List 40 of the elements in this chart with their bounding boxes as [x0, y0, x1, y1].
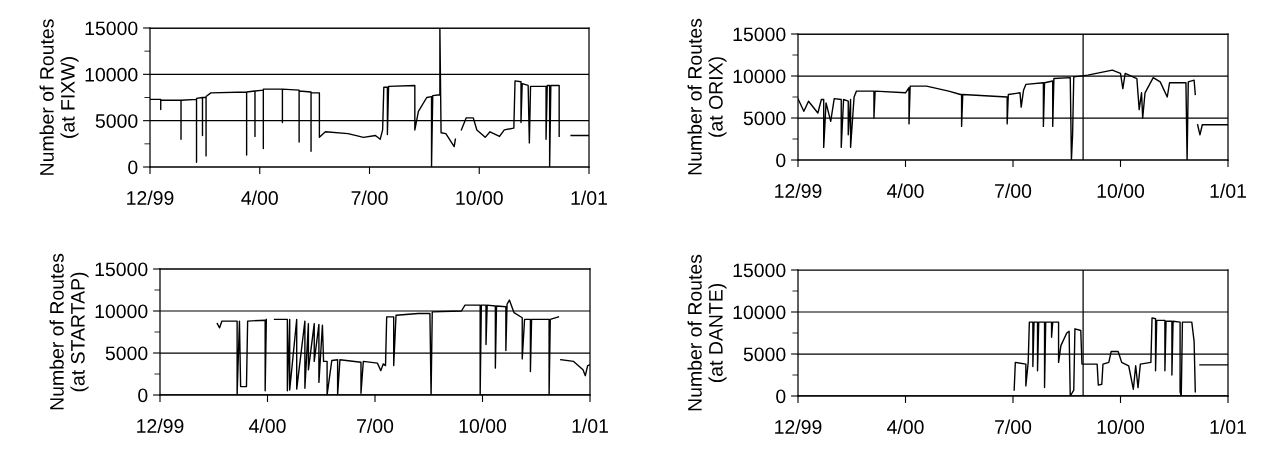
x-tick-label: 7/00 — [351, 190, 388, 205]
y-tick-label: 0 — [776, 153, 786, 168]
x-tick-label: 12/99 — [137, 418, 184, 433]
x-tick-label: 12/99 — [775, 183, 822, 198]
y-axis-title: Number of Routes (at STARTAP) — [49, 253, 89, 410]
y-tick-label: 5000 — [95, 114, 138, 128]
x-tick-label: 10/00 — [456, 190, 503, 205]
x-tick-label: 1/01 — [1210, 419, 1246, 434]
y-tick-label: 10000 — [85, 67, 138, 82]
x-tick-label: 1/01 — [571, 190, 607, 205]
x-tick-label: 10/00 — [459, 418, 507, 433]
y-tick-label: 15000 — [733, 263, 786, 278]
x-tick-label: 12/99 — [775, 419, 822, 434]
y-tick-label: 15000 — [85, 21, 138, 36]
y-axis-title: Number of Routes (at FIXW) — [39, 19, 79, 175]
x-tick-label: 1/01 — [1210, 183, 1246, 198]
x-tick-label: 1/01 — [572, 418, 608, 433]
y-tick-label: 10000 — [733, 69, 786, 84]
x-tick-label: 4/00 — [887, 419, 924, 434]
y-tick-label: 0 — [128, 160, 138, 175]
y-tick-label: 5000 — [743, 347, 786, 362]
x-tick-label: 7/00 — [995, 419, 1032, 434]
y-tick-label: 5000 — [105, 346, 148, 361]
y-axis-title: Number of Routes (at ORIX) — [687, 18, 727, 175]
x-tick-label: 10/00 — [1097, 183, 1145, 198]
x-tick-label: 7/00 — [357, 418, 394, 433]
y-tick-label: 15000 — [95, 262, 148, 277]
y-tick-label: 5000 — [743, 111, 786, 126]
x-tick-label: 4/00 — [249, 418, 286, 433]
x-tick-label: 4/00 — [241, 190, 278, 205]
x-tick-label: 12/99 — [127, 190, 174, 205]
y-tick-label: 15000 — [733, 27, 786, 42]
y-axis-title: Number of Routes (at DANTE) — [687, 254, 727, 411]
x-tick-label: 7/00 — [995, 183, 1032, 198]
y-tick-label: 0 — [776, 389, 786, 404]
x-tick-label: 4/00 — [887, 183, 924, 198]
y-tick-label: 10000 — [95, 304, 148, 319]
x-tick-label: 10/00 — [1097, 419, 1145, 434]
y-tick-label: 0 — [138, 388, 148, 403]
y-tick-label: 10000 — [733, 305, 786, 320]
